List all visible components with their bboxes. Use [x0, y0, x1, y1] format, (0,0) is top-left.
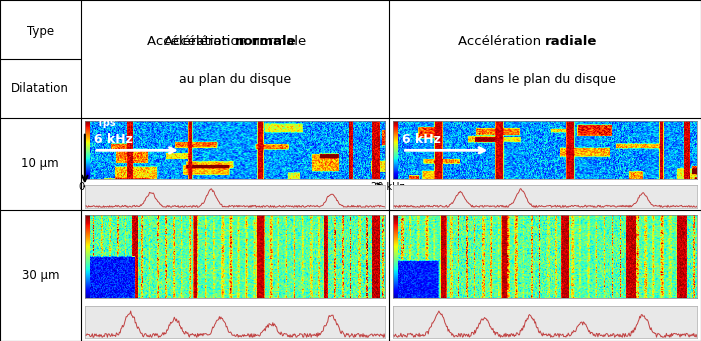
Text: 6 kHz: 6 kHz — [94, 133, 132, 146]
Text: Accélération normale: Accélération normale — [164, 35, 306, 48]
Text: 20 kHz: 20 kHz — [371, 182, 404, 192]
Text: Dilatation: Dilatation — [11, 82, 69, 95]
Text: 30 µm: 30 µm — [22, 269, 59, 282]
Text: Accélération: Accélération — [147, 35, 235, 48]
Text: Tps: Tps — [97, 118, 116, 128]
Text: 0: 0 — [79, 182, 85, 192]
Text: au plan du disque: au plan du disque — [179, 74, 291, 87]
Text: radiale: radiale — [545, 35, 597, 48]
Text: Type: Type — [27, 25, 54, 38]
Text: 6 kHz: 6 kHz — [402, 133, 441, 146]
Text: Accélération: Accélération — [458, 35, 545, 48]
Text: dans le plan du disque: dans le plan du disque — [474, 74, 616, 87]
Text: 10 µm: 10 µm — [22, 157, 59, 170]
Text: normale: normale — [235, 35, 297, 48]
